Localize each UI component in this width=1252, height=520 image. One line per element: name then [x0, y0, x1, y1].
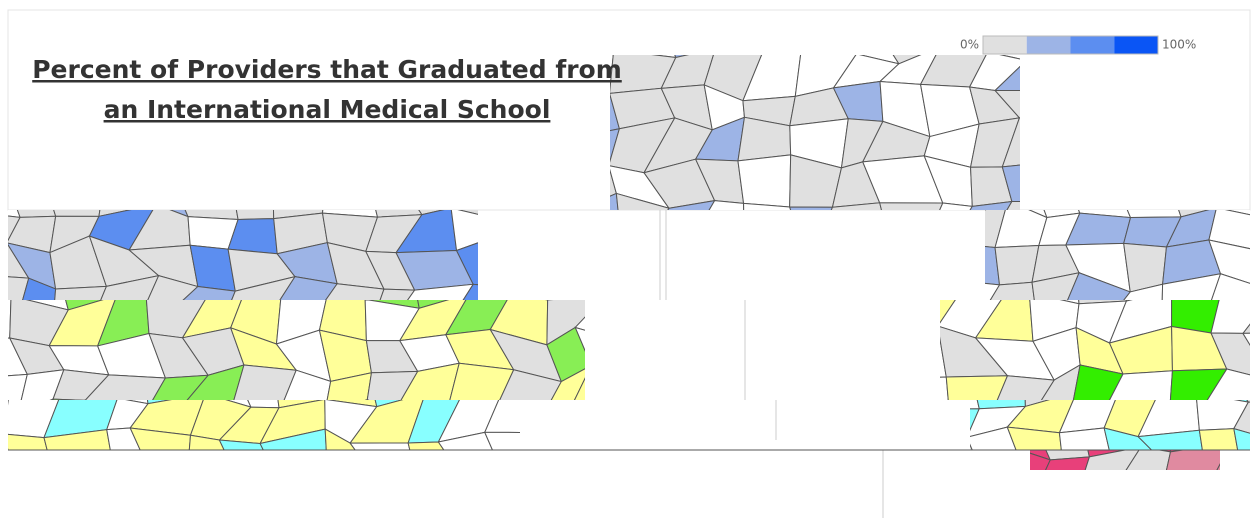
county — [500, 471, 550, 502]
county — [822, 229, 886, 268]
legend-max: 100% — [1162, 38, 1196, 52]
county — [1208, 481, 1252, 520]
county — [1042, 457, 1089, 493]
county — [14, 469, 54, 514]
county — [744, 203, 797, 234]
county — [1122, 476, 1189, 520]
county — [574, 272, 632, 296]
county — [367, 472, 415, 515]
county — [1223, 472, 1252, 509]
county — [1164, 484, 1219, 519]
county — [460, 474, 503, 503]
county — [415, 472, 461, 515]
title-line: Percent of Providers that Graduated from — [32, 55, 622, 84]
county — [1234, 429, 1252, 481]
county — [615, 295, 684, 338]
county — [1140, 464, 1205, 513]
county — [880, 203, 943, 235]
county — [1112, 464, 1165, 516]
county — [269, 463, 327, 504]
county — [573, 226, 632, 275]
county — [485, 432, 550, 474]
legend-bar — [983, 36, 1158, 54]
county — [615, 335, 685, 381]
county — [1198, 467, 1243, 509]
county — [525, 264, 606, 300]
county — [543, 392, 589, 444]
county — [1078, 476, 1122, 520]
county — [1040, 478, 1096, 520]
county — [653, 233, 709, 279]
county — [623, 266, 684, 295]
county — [567, 415, 632, 446]
county — [528, 471, 584, 500]
county — [1065, 473, 1115, 518]
county — [738, 155, 791, 207]
county — [350, 443, 415, 478]
county — [0, 359, 9, 410]
county — [880, 229, 944, 277]
county — [797, 229, 849, 276]
legend-swatch — [1114, 36, 1158, 54]
county — [895, 402, 951, 438]
title-line: an International Medical School — [104, 95, 551, 124]
county — [133, 466, 188, 509]
county — [0, 393, 9, 438]
county — [548, 406, 593, 451]
county — [616, 411, 677, 446]
county — [227, 473, 275, 517]
page: Percent of Providers that Graduated from… — [0, 0, 1252, 520]
county — [690, 235, 769, 275]
county — [929, 225, 978, 277]
legend-swatch — [983, 36, 1027, 54]
county — [182, 466, 238, 518]
county — [52, 476, 116, 514]
county — [1239, 446, 1252, 481]
county — [1239, 477, 1252, 520]
county — [986, 478, 1042, 520]
county — [903, 266, 961, 305]
county — [744, 229, 812, 276]
county — [892, 326, 946, 379]
county — [620, 226, 672, 279]
legend-swatch — [1071, 36, 1115, 54]
legend-min: 0% — [960, 38, 979, 52]
county — [0, 467, 21, 514]
legend-swatch — [1027, 36, 1071, 54]
county — [502, 260, 548, 300]
county — [44, 430, 115, 480]
county — [929, 240, 1000, 285]
county — [543, 433, 584, 473]
map-view: Percent of Providers that Graduated from… — [0, 0, 1252, 520]
county — [312, 463, 376, 504]
county — [488, 239, 559, 286]
county — [895, 377, 949, 404]
county — [616, 367, 685, 416]
county — [965, 470, 1024, 516]
county — [929, 471, 985, 502]
county — [130, 428, 190, 468]
county — [790, 207, 833, 232]
county — [1022, 470, 1067, 518]
county — [84, 468, 149, 513]
